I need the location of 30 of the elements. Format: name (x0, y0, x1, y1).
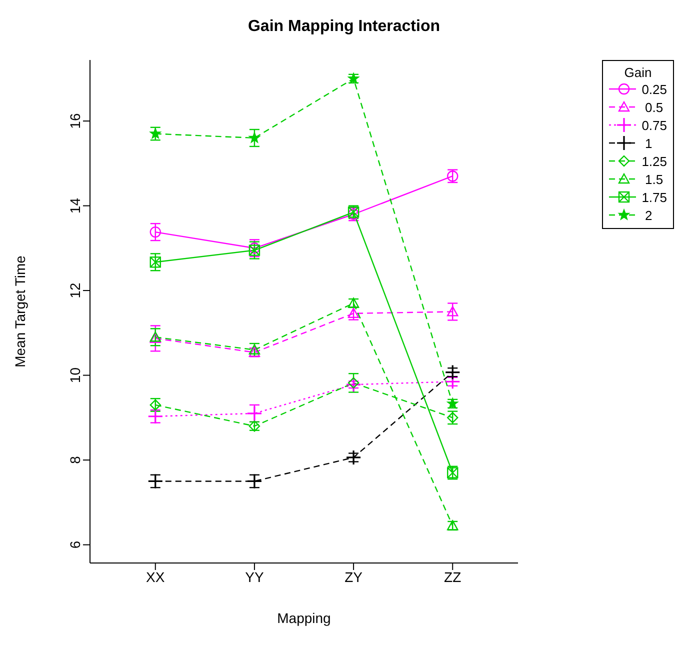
legend-title: Gain (623, 65, 653, 80)
x-tick-label: XX (146, 568, 166, 585)
point (348, 377, 360, 389)
legend-label: 1.25 (642, 154, 667, 168)
y-tick-label: 12 (66, 282, 83, 298)
x-tick-label: ZZ (444, 568, 462, 585)
y-tick-label: 8 (66, 456, 83, 464)
chart-title: Gain Mapping Interaction (246, 18, 441, 36)
y-tick-label: 10 (66, 367, 83, 384)
x-tick-label: ZY (344, 568, 364, 585)
x-axis-title: Mapping (277, 610, 331, 626)
x-tick-label: YY (245, 568, 264, 585)
legend-label: 1 (645, 136, 652, 150)
legend-label: 0.5 (645, 100, 664, 114)
point (346, 376, 362, 392)
legend-label: 0.25 (642, 82, 667, 96)
y-tick-label: 16 (66, 113, 83, 129)
point (248, 132, 260, 143)
point (346, 450, 362, 466)
point (248, 344, 260, 354)
point (150, 256, 161, 268)
y-tick-label: 6 (66, 540, 83, 549)
point (150, 226, 161, 238)
legend-label: 1.5 (645, 172, 664, 186)
legend-label: 0.75 (642, 118, 667, 132)
point (447, 306, 458, 316)
legend-label: 2 (645, 208, 652, 222)
legend-label: 1.75 (642, 190, 667, 204)
y-axis-title: Mean Target Time (12, 255, 28, 368)
y-tick-label: 14 (66, 198, 83, 214)
